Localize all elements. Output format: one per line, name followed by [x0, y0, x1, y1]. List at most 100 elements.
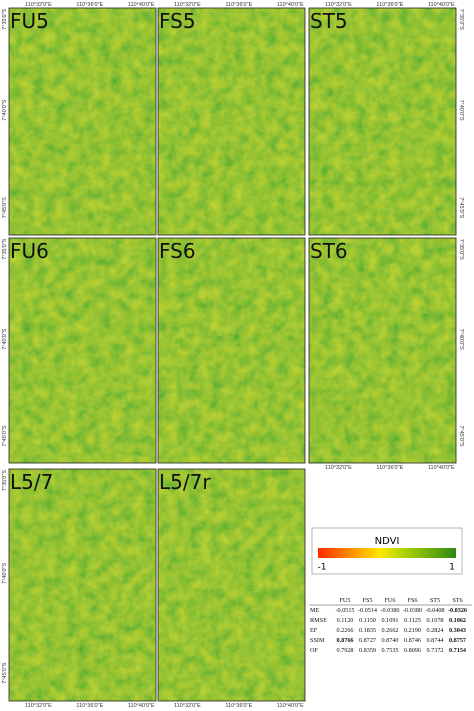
table-header: ST5: [430, 597, 440, 604]
legend-min: -1: [318, 563, 327, 573]
image-frame: [157, 237, 306, 464]
latitude-label: 7°40'0"S: [2, 99, 8, 120]
image-texture: [158, 8, 305, 235]
image-texture: [9, 238, 156, 463]
latitude-label: 7°35'0"S: [458, 9, 464, 30]
image-texture: [9, 8, 156, 235]
image-frame: [8, 468, 157, 702]
longitude-label: 110°32'0"E: [325, 465, 352, 471]
longitude-label: 110°40'0"E: [277, 703, 304, 709]
table-cell: 0.8744: [426, 637, 443, 644]
table-row-label: EF: [310, 627, 318, 634]
panel-label: ST6: [310, 239, 348, 263]
longitude-label: 110°32'0"E: [25, 2, 52, 8]
latitude-label: 7°45'0"S: [2, 425, 8, 446]
table-cell: -0.0380: [403, 607, 422, 614]
longitude-label: 110°32'0"E: [25, 703, 52, 709]
longitude-label: 110°36'0"E: [376, 2, 403, 8]
latitude-label: 7°35'0"S: [2, 470, 8, 491]
latitude-label: 7°40'0"S: [458, 329, 464, 350]
table-cell: -0.0380: [380, 607, 399, 614]
longitude-label: 110°36'0"E: [225, 703, 252, 709]
latitude-label: 7°40'0"S: [2, 328, 8, 349]
longitude-label: 110°36'0"E: [225, 2, 252, 8]
image-texture: [9, 469, 156, 701]
legend-title: NDVI: [375, 536, 400, 547]
table-cell: 0.1062: [449, 617, 466, 624]
latitude-label: 7°35'0"S: [2, 8, 8, 29]
latitude-label: 7°40'0"S: [458, 100, 464, 121]
panel-label: L5/7: [10, 470, 53, 494]
longitude-label: 110°32'0"E: [174, 703, 201, 709]
table-cell: 0.1091: [381, 617, 398, 624]
image-frame: [157, 468, 306, 702]
table-cell: 0.7928: [336, 647, 353, 654]
table-cell: 0.8740: [381, 637, 398, 644]
table-cell: 0.7535: [381, 647, 398, 654]
panel-label: FS5: [159, 9, 196, 33]
legend-max: 1: [449, 563, 455, 573]
longitude-label: 110°36'0"E: [76, 703, 103, 709]
image-frame: [157, 7, 306, 236]
panel-label: FU6: [10, 239, 49, 263]
latitude-label: 7°40'0"S: [2, 563, 8, 584]
table-cell: 0.1078: [426, 617, 443, 624]
latitude-label: 7°45'0"S: [458, 197, 464, 218]
table-cell: -0.0326: [448, 607, 467, 614]
table-cell: 0.7372: [426, 647, 443, 654]
longitude-label: 110°32'0"E: [174, 2, 201, 8]
image-texture: [309, 8, 456, 235]
latitude-label: 7°45'0"S: [2, 197, 8, 218]
image-frame: [8, 237, 157, 464]
table-cell: 0.8766: [336, 637, 353, 644]
panel-label: ST5: [310, 9, 348, 33]
image-texture: [158, 469, 305, 701]
panel-label: FU5: [10, 9, 49, 33]
table-cell: -0.0408: [425, 607, 444, 614]
table-cell: 0.1125: [404, 617, 421, 624]
table-cell: 0.1120: [337, 617, 354, 624]
latitude-label: 7°35'0"S: [458, 239, 464, 260]
longitude-label: 110°36'0"E: [76, 2, 103, 8]
table-cell: 0.3043: [449, 627, 466, 634]
table-cell: -0.0515: [335, 607, 354, 614]
table-row-label: RMSE: [310, 617, 327, 624]
table-row-label: OF: [310, 647, 318, 654]
table-cell: 0.1835: [359, 627, 376, 634]
latitude-label: 7°45'0"S: [458, 425, 464, 446]
longitude-label: 110°40'0"E: [277, 2, 304, 8]
table-cell: 0.2824: [426, 627, 443, 634]
table-cell: 0.7154: [449, 647, 466, 654]
table-row-label: SSIM: [310, 637, 325, 644]
legend-colorbar: [318, 548, 456, 558]
table-header: FS6: [408, 597, 418, 604]
table-cell: 0.2266: [336, 627, 353, 634]
table-cell: -0.0514: [358, 607, 377, 614]
table-cell: 0.2190: [404, 627, 421, 634]
image-frame: [308, 237, 457, 464]
panel-label: L5/7r: [159, 470, 211, 494]
longitude-label: 110°40'0"E: [428, 465, 455, 471]
table-header: ST6: [452, 597, 462, 604]
table-cell: 0.8096: [404, 647, 421, 654]
table-cell: 0.8757: [449, 637, 466, 644]
table-cell: 0.1150: [359, 617, 376, 624]
table-header: FU6: [384, 597, 395, 604]
table-cell: 0.8727: [359, 637, 376, 644]
longitude-label: 110°40'0"E: [428, 2, 455, 8]
image-frame: [308, 7, 457, 236]
table-header: FS5: [363, 597, 373, 604]
table-cell: 0.2662: [381, 627, 398, 634]
table-header: FU5: [339, 597, 350, 604]
panel-label: FS6: [159, 239, 196, 263]
latitude-label: 7°35'0"S: [2, 238, 8, 259]
latitude-label: 7°45'0"S: [2, 662, 8, 683]
longitude-label: 110°40'0"E: [128, 703, 155, 709]
longitude-label: 110°32'0"E: [325, 2, 352, 8]
longitude-label: 110°36'0"E: [376, 465, 403, 471]
longitude-label: 110°40'0"E: [128, 2, 155, 8]
table-cell: 0.8746: [404, 637, 421, 644]
table-row-label: ME: [310, 607, 320, 614]
image-frame: [8, 7, 157, 236]
